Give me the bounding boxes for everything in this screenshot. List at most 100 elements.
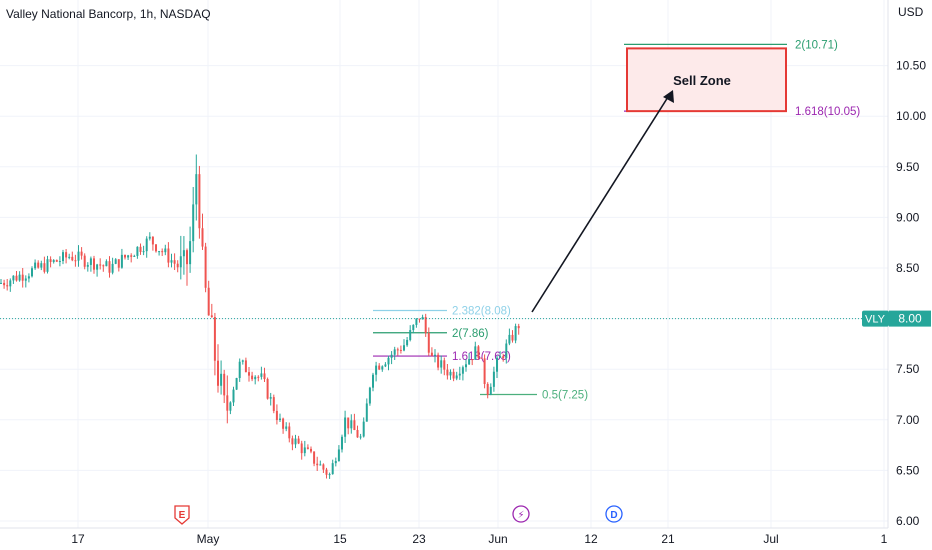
candle-body (458, 373, 461, 376)
candle-body (49, 259, 52, 262)
fib-level-label: 1.618(10.05) (795, 106, 860, 118)
symbol-tag-text: VLY (865, 314, 886, 326)
candle-body (105, 261, 108, 267)
time-tick-label: May (197, 532, 220, 546)
candle-body (6, 285, 9, 287)
target-arrow-line (531, 96, 669, 313)
price-tick-label: 6.50 (896, 463, 920, 477)
candle-body (285, 426, 288, 429)
candle-body (201, 228, 204, 247)
time-tick-label: 1 (881, 532, 888, 546)
candle-body (418, 318, 421, 320)
candle-body (316, 463, 319, 466)
candle-body (502, 356, 505, 359)
candle-body (294, 438, 297, 445)
candle-body (52, 260, 55, 262)
split-marker-shape (512, 505, 530, 523)
candle-body (477, 346, 480, 358)
candle-body (266, 379, 269, 399)
price-tick-label: 10.00 (896, 109, 926, 123)
last-price-bg (889, 310, 931, 327)
candle-body (384, 364, 387, 367)
candle-body (393, 349, 396, 355)
price-tick-label: 7.00 (896, 413, 920, 427)
candle-body (489, 386, 492, 395)
candle-body (127, 255, 130, 258)
candle-body (241, 360, 244, 362)
candle-body (427, 333, 430, 353)
candle-body (483, 358, 486, 385)
time-tick-label: Jun (488, 532, 507, 546)
candle-body (403, 345, 405, 351)
candle-body (158, 251, 161, 253)
candle-body (263, 373, 266, 380)
candle-body (446, 369, 449, 376)
candle-body (226, 395, 229, 411)
candle-body (176, 263, 179, 268)
candle-body (71, 256, 74, 261)
candle-body (390, 354, 393, 358)
candle-body (303, 447, 306, 454)
candle-body (136, 246, 139, 256)
candle-body (362, 421, 365, 437)
candle-body (248, 372, 250, 376)
candle-body (328, 474, 331, 476)
candles (0, 154, 520, 479)
candle-body (167, 248, 170, 263)
candle-body (356, 429, 359, 438)
candle-body (173, 260, 176, 264)
candle-body (12, 275, 15, 281)
candle-body (179, 256, 182, 268)
candle-body (74, 260, 77, 262)
candle-body (40, 263, 43, 268)
time-tick-label: 17 (71, 532, 85, 546)
candle-body (455, 375, 458, 379)
candle-body (0, 282, 2, 284)
candle-body (62, 252, 64, 262)
candle-body (189, 241, 192, 265)
fib-level-label: 2(10.71) (795, 39, 838, 51)
candle-body (319, 464, 322, 466)
candle-body (15, 275, 18, 281)
candle-body (155, 244, 157, 252)
candle-body (21, 274, 24, 281)
candle-body (381, 366, 384, 370)
candle-body (496, 357, 498, 372)
event-markers[interactable]: E ⚡ D (174, 505, 623, 525)
candle-body (443, 360, 446, 370)
candle-body (341, 436, 343, 450)
candle-body (3, 282, 6, 286)
time-tick-label: 15 (333, 532, 347, 546)
dividend-marker-label: D (610, 510, 617, 521)
fib-levels: 2.382(8.08) 2(7.86) 1.618(7.63) 0.5(7.25) 2(… (373, 39, 860, 402)
candle-body (130, 255, 133, 257)
earnings-marker-label: E (179, 510, 186, 521)
candle-body (223, 373, 226, 396)
candle-body (440, 360, 443, 368)
target-arrow-head (663, 90, 674, 103)
currency-label: USD (898, 5, 924, 19)
candle-body (142, 251, 145, 253)
time-tick-label: Jul (763, 532, 778, 546)
candle-body (279, 418, 281, 421)
candle-body (68, 256, 71, 258)
time-tick-label: 21 (661, 532, 675, 546)
candle-body (378, 365, 381, 370)
candle-body (80, 251, 83, 256)
fib-level-label: 0.5(7.25) (542, 390, 588, 402)
time-axis[interactable]: 17 May 15 23 Jun 12 21 Jul 1 (71, 532, 887, 546)
candle-body (474, 346, 477, 360)
time-tick-label: 12 (584, 532, 598, 546)
candle-body (238, 361, 241, 379)
price-tick-label: 8.50 (896, 261, 920, 275)
candle-body (300, 443, 303, 454)
candle-body (96, 264, 99, 270)
dividend-marker: D (605, 505, 623, 523)
candle-body (133, 255, 136, 257)
candle-body (372, 374, 374, 388)
price-tick-label: 7.50 (896, 362, 920, 376)
sell-zone-box (626, 47, 787, 113)
candle-body (102, 265, 105, 267)
candle-body (120, 254, 123, 268)
